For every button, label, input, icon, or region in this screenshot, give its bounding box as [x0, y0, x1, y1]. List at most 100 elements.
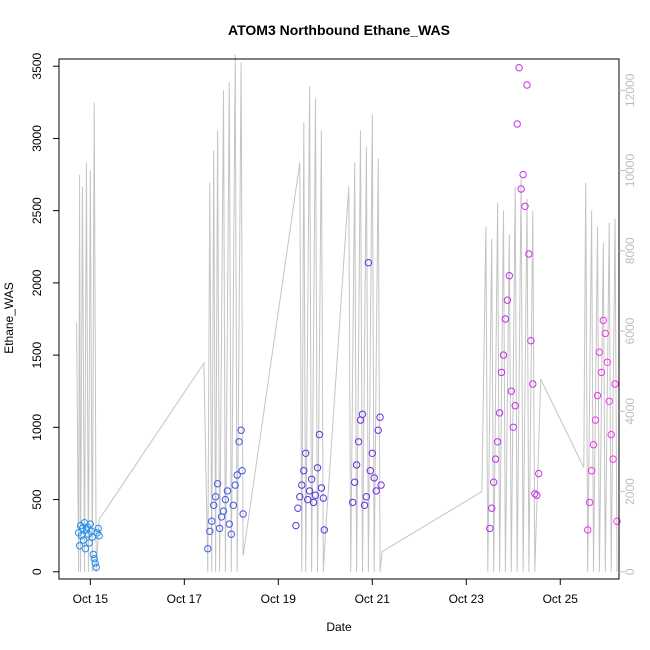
data-point: [585, 498, 594, 507]
data-point: [368, 449, 376, 457]
y-tick-label: 2000: [30, 269, 44, 296]
x-tick-label: Oct 25: [543, 592, 579, 606]
data-point: [601, 329, 609, 338]
data-point: [292, 521, 300, 530]
data-point: [85, 539, 94, 547]
data-point: [589, 441, 598, 449]
data-point: [317, 484, 326, 492]
data-point: [587, 467, 596, 475]
data-point: [603, 358, 611, 366]
data-point: [81, 545, 90, 553]
y-axis-left: 0 500 1000 1500 2000 2500 3000 3500: [30, 53, 59, 575]
y-axis-label: Ethane_WAS: [2, 282, 16, 354]
data-point: [609, 455, 617, 463]
data-point: [507, 387, 515, 395]
data-point: [523, 81, 531, 89]
data-point: [221, 495, 230, 504]
data-point: [372, 487, 380, 495]
data-point: [92, 563, 100, 572]
data-point: [599, 316, 607, 325]
y-tick-label: 1500: [30, 341, 44, 368]
data-point: [488, 504, 496, 512]
data-point: [351, 478, 359, 486]
data-point: [320, 526, 328, 534]
data-point: [358, 410, 367, 418]
data-point: [208, 517, 216, 525]
data-point: [584, 526, 592, 534]
data-point: [204, 545, 212, 553]
data-point: [486, 524, 494, 533]
data-point: [225, 520, 234, 528]
x-axis-label: Date: [326, 620, 352, 634]
chart-title: ATOM3 Northbound Ethane_WAS: [228, 22, 450, 38]
data-point: [227, 530, 236, 538]
data-point: [88, 533, 97, 541]
data-point: [296, 493, 304, 501]
data-point: [501, 315, 510, 323]
x-tick-label: Oct 15: [73, 592, 109, 606]
data-point: [86, 520, 95, 528]
data-point: [352, 461, 361, 469]
data-point: [75, 542, 84, 550]
y-tick-label: 3500: [30, 53, 44, 80]
data-point: [503, 296, 512, 304]
data-point: [302, 449, 310, 457]
data-point: [591, 416, 600, 424]
data-point: [364, 259, 373, 267]
data-point: [493, 438, 502, 446]
y-tick-label: 1000: [30, 414, 44, 441]
data-point: [91, 559, 99, 567]
y2-tick-label: 8000: [623, 237, 637, 264]
data-point: [90, 555, 98, 563]
altitude-line: [76, 54, 618, 572]
data-point: [527, 337, 535, 345]
data-point: [307, 475, 316, 483]
data-point: [593, 391, 602, 400]
data-point: [533, 491, 541, 499]
data-point: [315, 430, 324, 439]
data-point: [377, 481, 385, 489]
y-tick-label: 3000: [30, 125, 44, 152]
data-point: [595, 348, 604, 356]
data-point: [605, 397, 613, 405]
data-point: [517, 185, 525, 193]
data-point: [319, 494, 327, 502]
data-point: [535, 469, 543, 478]
data-point: [235, 438, 243, 446]
data-point: [370, 474, 378, 482]
data-point: [374, 426, 382, 434]
y2-tick-label: 0: [623, 568, 637, 575]
data-point: [237, 426, 245, 434]
y2-tick-label: 4000: [623, 398, 637, 425]
data-point: [511, 402, 519, 410]
data-point: [304, 495, 312, 504]
data-point: [521, 202, 529, 211]
data-point: [309, 498, 318, 507]
data-point: [213, 480, 222, 488]
data-point: [531, 490, 539, 498]
data-point: [305, 487, 314, 495]
x-axis: Oct 15 Oct 17 Oct 19 Oct 21 Oct 23 Oct 25: [73, 579, 579, 606]
x-tick-label: Oct 23: [449, 592, 485, 606]
data-point: [529, 380, 537, 388]
data-point: [366, 467, 374, 475]
data-point: [499, 351, 508, 359]
data-point: [223, 487, 232, 495]
data-point: [360, 501, 369, 509]
data-point: [525, 250, 533, 258]
x-tick-label: Oct 19: [261, 592, 297, 606]
data-point: [613, 517, 621, 525]
data-point: [362, 493, 371, 501]
data-point: [238, 467, 246, 475]
data-point: [491, 455, 500, 463]
data-point: [95, 532, 103, 540]
data-point: [233, 471, 241, 479]
data-point: [611, 380, 619, 388]
data-point: [515, 64, 523, 72]
data-point: [509, 423, 517, 431]
data-point: [376, 413, 384, 421]
data-point: [519, 170, 527, 179]
data-point: [210, 501, 218, 509]
x-tick-label: Oct 21: [355, 592, 391, 606]
